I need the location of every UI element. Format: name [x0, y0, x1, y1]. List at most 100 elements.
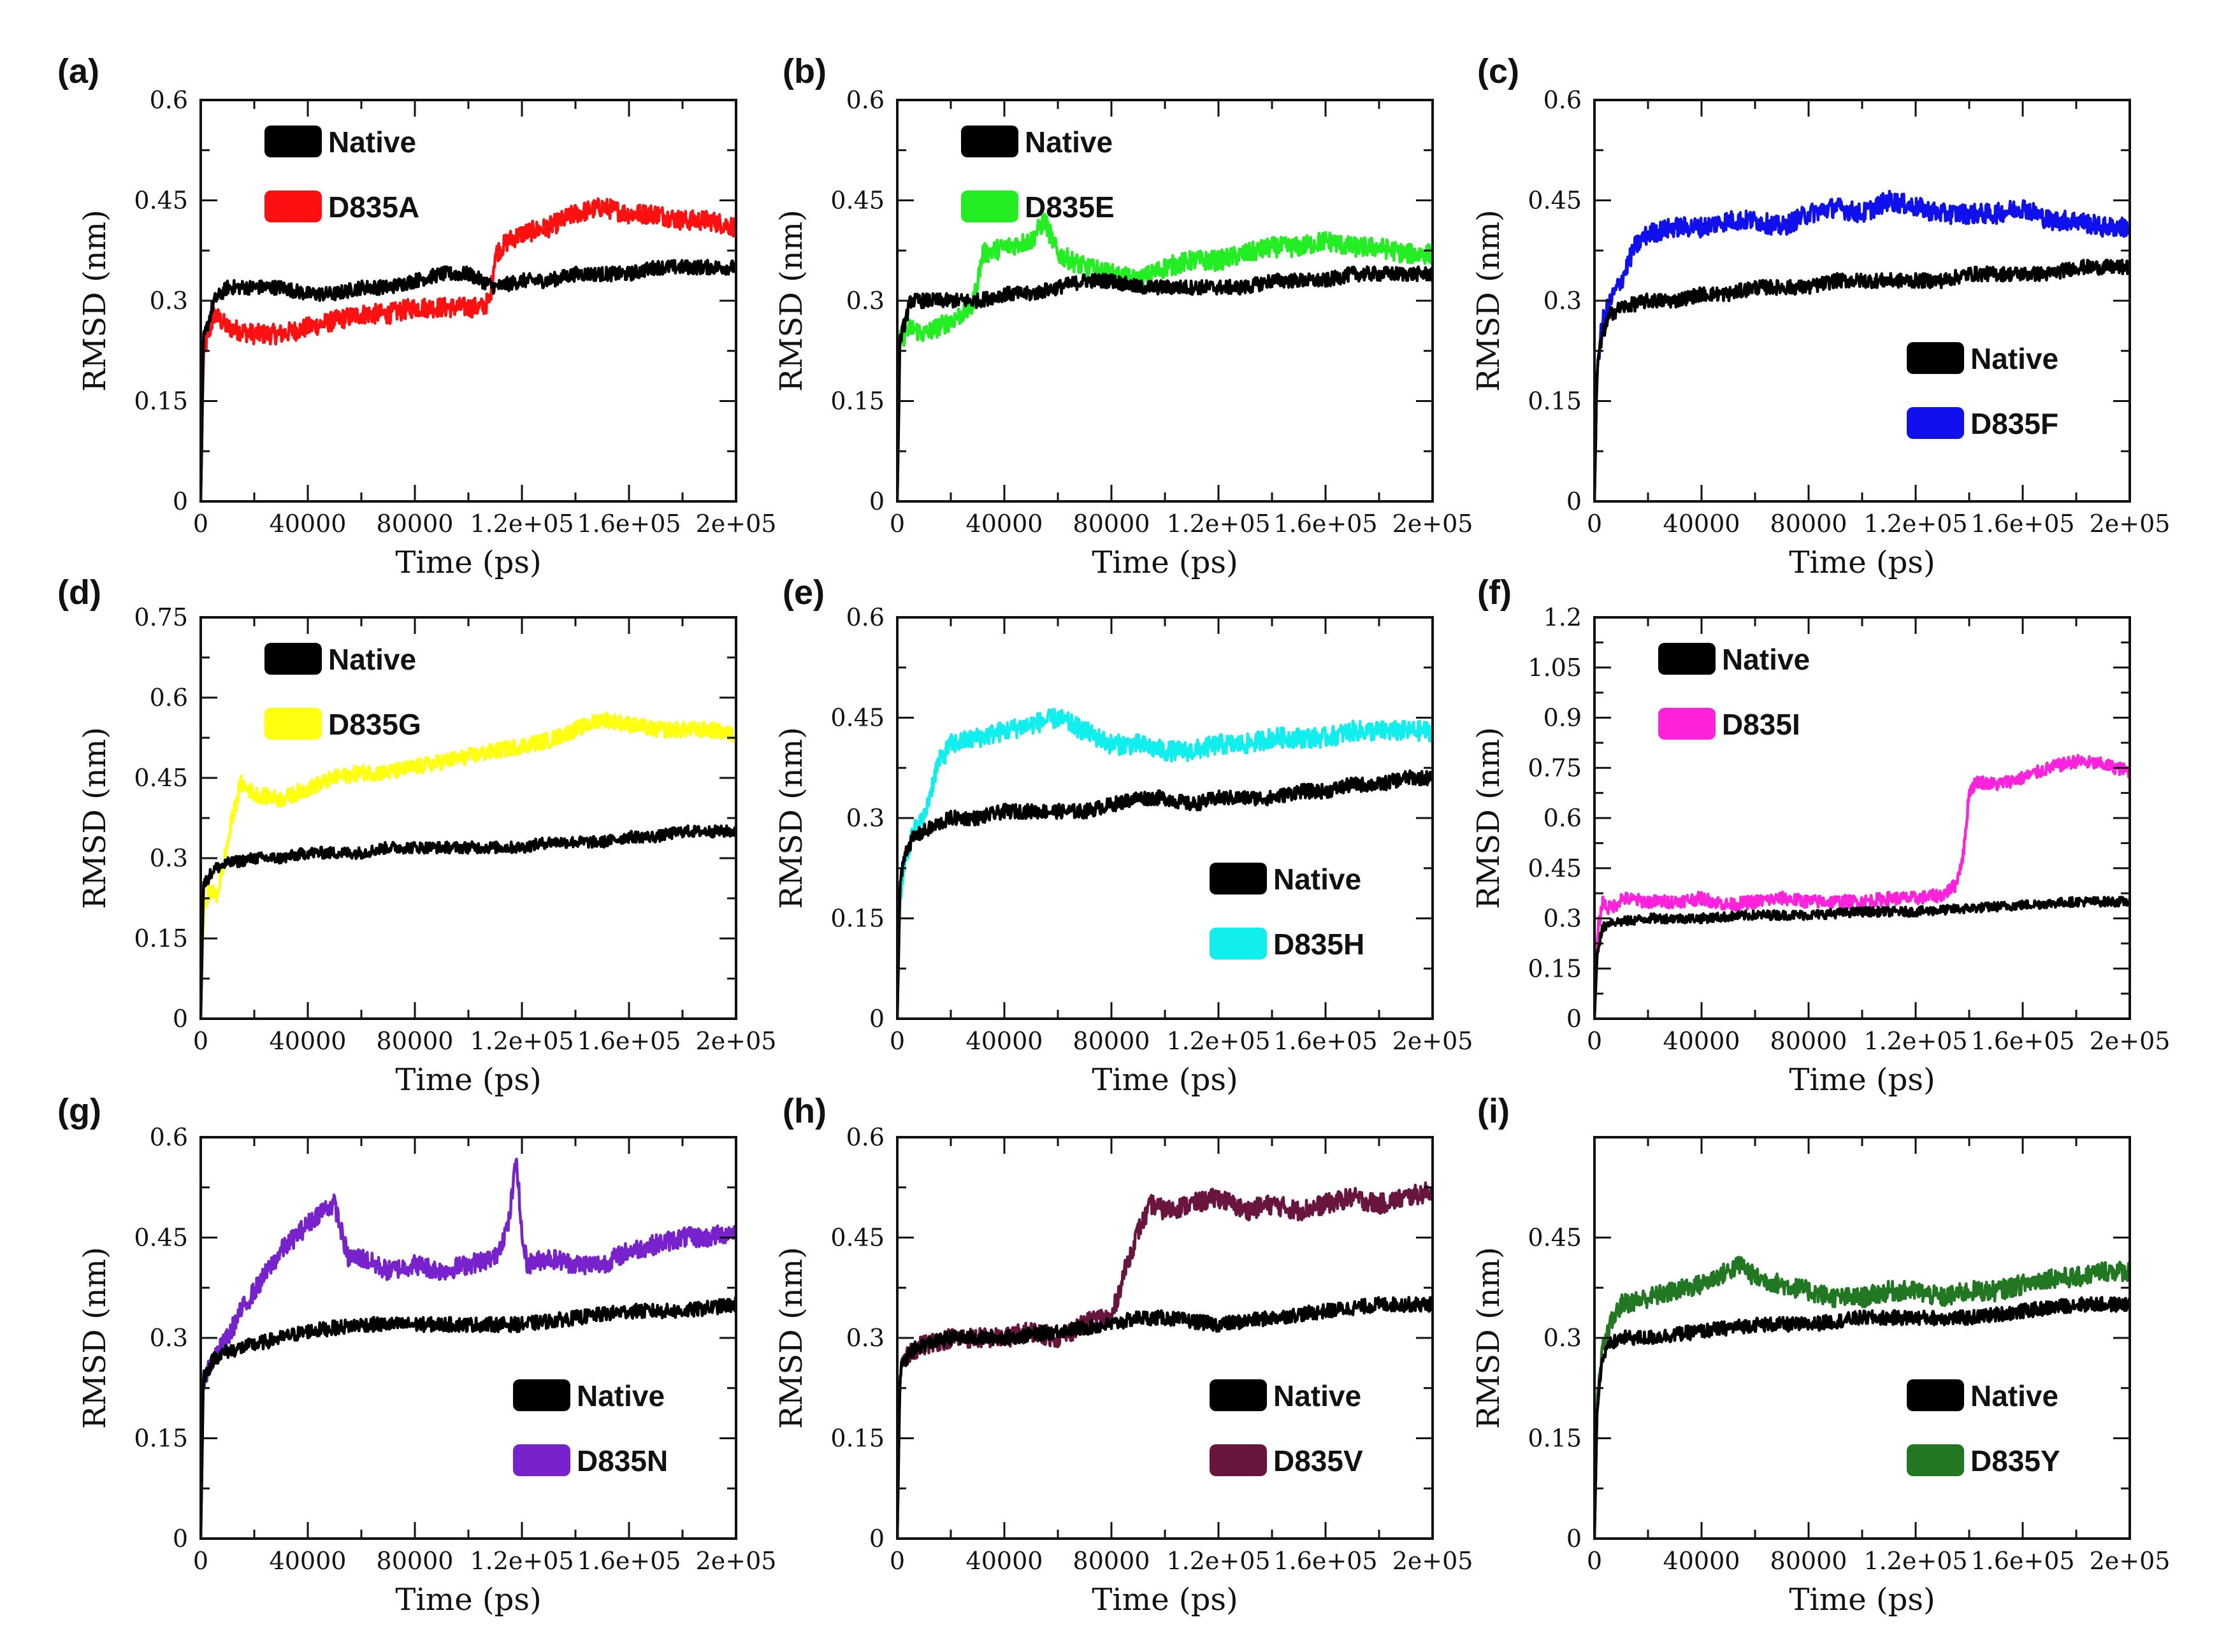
plot-area [897, 212, 1433, 501]
x-tick-label: 2e+05 [2090, 1547, 2171, 1575]
legend-swatch-d835v [1210, 1444, 1267, 1476]
series-line-native [1594, 895, 2130, 1019]
chart-panel-a: (a) 0 40000 80000 1.2e+05 1.6e+05 2e+05 0 0.15 0.… [57, 52, 776, 580]
x-tick-label: 1.2e+05 [1863, 1547, 1967, 1575]
y-tick-label: 0.15 [134, 1425, 188, 1453]
x-tick-label: 0 [1587, 510, 1602, 538]
x-axis-title: Time (ps) [1789, 1062, 1935, 1098]
y-axis-title: RMSD (nm) [77, 210, 113, 392]
y-tick-label: 0.15 [1528, 954, 1582, 982]
x-axis-title: Time (ps) [1789, 545, 1935, 580]
x-tick-label: 80000 [377, 1027, 454, 1055]
plot-area [201, 1158, 736, 1539]
x-axis-title: Time (ps) [395, 1062, 541, 1098]
legend: Native D835A [264, 126, 419, 224]
y-tick-label: 0.45 [830, 187, 885, 215]
legend-label-native: Native [328, 643, 416, 676]
y-tick-label: 0 [1566, 1005, 1582, 1033]
y-tick-label: 0.6 [1543, 86, 1582, 114]
y-tick-label: 0.6 [1543, 804, 1582, 832]
series-line-d835a [201, 197, 736, 501]
legend-swatch-native [264, 643, 322, 675]
plot-frame [1593, 616, 2131, 1020]
panel-label: (h) [783, 1092, 827, 1130]
x-tick-label: 80000 [377, 510, 454, 538]
panel-label: (b) [783, 52, 827, 90]
plot-area [201, 197, 736, 501]
y-axis-title: RMSD (nm) [1471, 210, 1507, 392]
series-line-d835h [897, 707, 1433, 1019]
x-tick-label: 80000 [377, 1547, 454, 1575]
x-tick-label: 80000 [1770, 1547, 1847, 1575]
panel-label: (g) [57, 1092, 101, 1130]
legend-swatch-d835n [513, 1444, 570, 1476]
legend-label-d835h: D835H [1273, 928, 1364, 961]
y-tick-label: 0 [173, 1525, 188, 1553]
legend: Native D835N [513, 1379, 668, 1477]
y-tick-label: 0.45 [134, 1224, 188, 1252]
y-axis-title: RMSD (nm) [77, 727, 113, 909]
legend-swatch-native [1907, 1379, 1964, 1411]
series-line-d835i [1594, 754, 2130, 1019]
x-tick-label: 40000 [270, 1027, 347, 1055]
legend-swatch-d835h [1210, 928, 1267, 959]
y-tick-label: 0.3 [150, 287, 188, 315]
series-line-d835e [897, 212, 1433, 501]
plot-area [1594, 189, 2130, 501]
legend-swatch-d835f [1907, 407, 1964, 439]
x-tick-label: 2e+05 [696, 1547, 777, 1575]
x-tick-label: 0 [1587, 1027, 1602, 1055]
panel-label: (e) [783, 573, 825, 612]
y-tick-label: 0.45 [134, 187, 188, 215]
legend-label-native: Native [1025, 126, 1113, 159]
chart-panel-i: (i) 0 40000 80000 1.2e+05 1.6e+05 2e+05 0 0.15 0.… [1471, 1092, 2170, 1618]
legend: Native D835V [1210, 1379, 1363, 1477]
x-tick-label: 1.2e+05 [470, 510, 574, 538]
legend-swatch-d835a [264, 190, 322, 222]
y-tick-label: 0.6 [150, 86, 188, 114]
series-line-native [897, 769, 1433, 1019]
y-tick-label: 0 [869, 1525, 885, 1553]
y-tick-label: 0 [869, 1005, 885, 1033]
series-line-d835f [1594, 189, 2130, 501]
y-tick-label: 0.6 [150, 1123, 188, 1151]
x-tick-label: 80000 [1073, 510, 1150, 538]
x-tick-label: 1.6e+05 [1970, 1027, 2074, 1055]
legend: Native D835F [1907, 342, 2058, 440]
legend-label-native: Native [1970, 1379, 2058, 1412]
y-axis-title: RMSD (nm) [774, 727, 809, 909]
x-tick-label: 1.2e+05 [470, 1027, 574, 1055]
x-tick-label: 1.6e+05 [1273, 510, 1377, 538]
chart-panel-c: (c) 0 40000 80000 1.2e+05 1.6e+05 2e+05 0 0.15 0.… [1471, 52, 2170, 580]
series-line-d835v [897, 1181, 1433, 1539]
y-tick-label: 0.15 [830, 387, 885, 415]
x-tick-label: 80000 [1073, 1547, 1150, 1575]
x-tick-label: 1.6e+05 [1970, 510, 2074, 538]
y-tick-label: 0.15 [134, 387, 188, 415]
y-tick-label: 0.6 [846, 603, 885, 631]
y-tick-label: 0.75 [1528, 754, 1582, 782]
legend-swatch-d835e [961, 190, 1018, 222]
series-line-native [1594, 1296, 2130, 1539]
y-tick-label: 0.45 [1528, 1224, 1582, 1252]
panel-label: (d) [57, 573, 101, 612]
y-tick-label: 0.15 [1528, 1425, 1582, 1453]
y-tick-label: 0.45 [830, 704, 885, 732]
series-line-native [201, 259, 736, 501]
y-axis-title: RMSD (nm) [774, 1247, 809, 1429]
y-tick-label: 0.3 [150, 844, 188, 872]
y-tick-label: 0.15 [830, 1425, 885, 1453]
x-tick-label: 0 [1587, 1547, 1602, 1575]
x-axis-title: Time (ps) [1092, 1062, 1238, 1098]
legend-label-d835y: D835Y [1970, 1444, 2060, 1477]
legend-label-d835v: D835V [1273, 1444, 1363, 1477]
y-tick-label: 0.15 [830, 905, 885, 933]
x-tick-label: 1.2e+05 [1863, 510, 1967, 538]
x-axis-title: Time (ps) [1789, 1582, 1935, 1618]
panel-label: (f) [1477, 573, 1512, 612]
y-tick-label: 0.15 [134, 924, 188, 952]
series-line-native [897, 265, 1433, 501]
x-tick-label: 1.6e+05 [577, 510, 681, 538]
x-tick-label: 0 [890, 1027, 905, 1055]
legend-swatch-d835y [1907, 1444, 1964, 1476]
